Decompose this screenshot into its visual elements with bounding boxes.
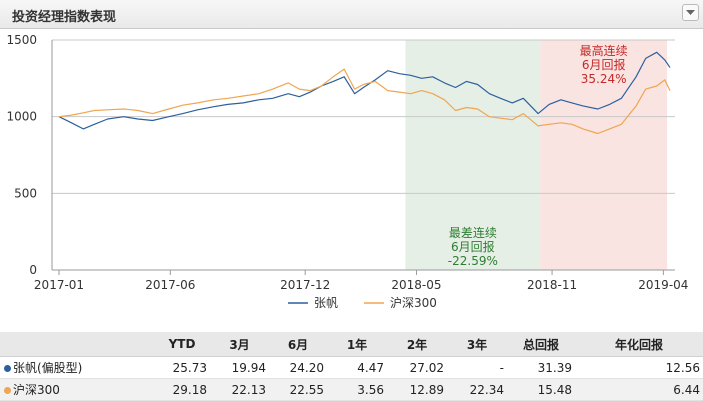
legend-label-1: 沪深300 <box>390 296 437 310</box>
table-row-name: 张帆(偏股型) <box>0 356 154 379</box>
table-row: 沪深300 29.18 22.13 22.55 3.56 12.89 22.34… <box>0 378 703 401</box>
y-tick-label: 1500 <box>6 33 37 47</box>
table-header-6m: 6月 <box>269 332 327 357</box>
table-header-2y: 2年 <box>387 332 447 357</box>
table-cell: 24.20 <box>269 356 327 379</box>
table-cell: 22.55 <box>269 378 327 401</box>
series-dot-icon <box>4 387 11 394</box>
legend-label-0: 张帆 <box>314 295 338 310</box>
line-chart: 0 500 1000 1500 2017-01 2017-06 2017-12 2018-05… <box>6 33 688 310</box>
x-tick-label: 2017-01 <box>34 278 84 292</box>
y-tick-label: 1000 <box>6 110 37 124</box>
table-cell: 4.47 <box>327 356 387 379</box>
table-cell: 25.73 <box>154 356 210 379</box>
table-cell: 3.56 <box>327 378 387 401</box>
table-row-name-text: 沪深300 <box>13 383 60 397</box>
table-cell: 22.34 <box>447 378 507 401</box>
series-dot-icon <box>4 365 11 372</box>
x-tick-label: 2018-11 <box>527 278 577 292</box>
x-tick-label: 2017-06 <box>145 278 195 292</box>
table-row-name-text: 张帆(偏股型) <box>13 361 83 375</box>
table-header-total: 总回报 <box>507 332 575 357</box>
table-header-name <box>0 332 154 357</box>
table-cell: 31.39 <box>507 356 575 379</box>
region-label-best: 最高连续 <box>580 43 628 58</box>
returns-table: YTD 3月 6月 1年 2年 3年 总回报 年化回报 张帆(偏股型) 25.7… <box>0 332 703 401</box>
table-header-3m: 3月 <box>210 332 269 357</box>
region-label-best: 6月回报 <box>582 57 626 72</box>
table-row: 张帆(偏股型) 25.73 19.94 24.20 4.47 27.02 - 3… <box>0 356 703 379</box>
series-line-0 <box>58 51 671 130</box>
region-label-worst: 6月回报 <box>451 239 495 254</box>
table-cell: 15.48 <box>507 378 575 401</box>
table-header-3y: 3年 <box>447 332 507 357</box>
panel-title: 投资经理指数表现 <box>12 10 117 25</box>
collapse-button[interactable] <box>682 4 699 21</box>
shaded-region-worst <box>405 40 541 270</box>
region-label-worst: -22.59% <box>448 254 498 268</box>
region-label-best: 35.24% <box>581 72 627 86</box>
table-cell: 27.02 <box>387 356 447 379</box>
shaded-region-best <box>540 40 668 270</box>
y-tick-label: 0 <box>29 263 37 277</box>
region-label-worst: 最差连续 <box>449 225 497 240</box>
x-tick-label: 2017-12 <box>280 278 330 292</box>
table-cell: 6.44 <box>575 378 703 401</box>
table-cell: 12.56 <box>575 356 703 379</box>
table-cell: 12.89 <box>387 378 447 401</box>
x-tick-label: 2019-04 <box>638 278 688 292</box>
table-header-annualized: 年化回报 <box>575 332 703 357</box>
table-row-name: 沪深300 <box>0 378 154 401</box>
series-line-1 <box>58 68 671 135</box>
panel-header: 投资经理指数表现 <box>0 0 703 29</box>
table-cell: - <box>447 356 507 379</box>
chevron-down-icon <box>686 10 695 15</box>
table-header-ytd: YTD <box>154 332 210 357</box>
x-tick-label: 2018-05 <box>391 278 441 292</box>
table-header-1y: 1年 <box>327 332 387 357</box>
table-header-row: YTD 3月 6月 1年 2年 3年 总回报 年化回报 <box>0 332 703 357</box>
y-tick-label: 500 <box>14 186 37 200</box>
table-cell: 29.18 <box>154 378 210 401</box>
table-cell: 22.13 <box>210 378 269 401</box>
table-cell: 19.94 <box>210 356 269 379</box>
